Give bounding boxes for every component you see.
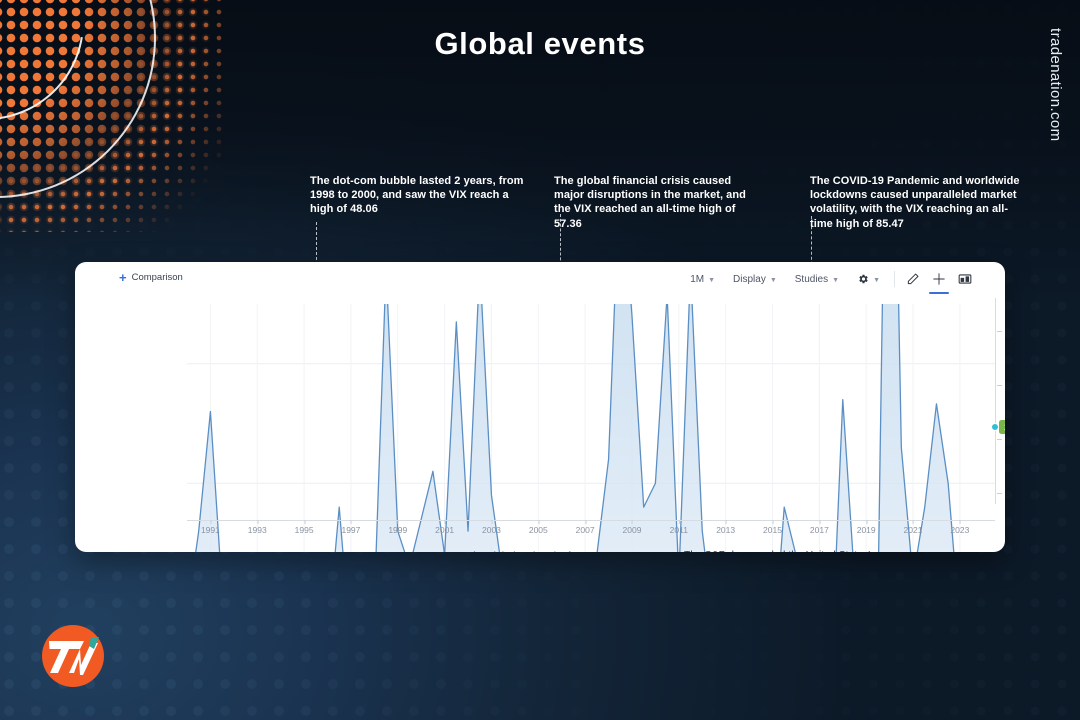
draw-tool-button[interactable]	[900, 268, 926, 290]
tradenation-logo	[36, 619, 110, 693]
x-axis-tick: 2005	[528, 520, 548, 535]
crosshair-tool-button[interactable]	[926, 268, 952, 294]
leader-line-dotcom	[316, 222, 317, 270]
annotation-dotcom: The dot-com bubble lasted 2 years, from …	[310, 175, 524, 216]
annotation-gfc: The global financial crisis caused major…	[554, 175, 746, 230]
annotation-sp-downgrade: The S&P downgraded the United States' cr…	[684, 549, 884, 552]
interval-label: 1M	[690, 273, 705, 285]
studies-selector[interactable]: Studies ▼	[786, 272, 848, 287]
x-axis-tick: 1991	[200, 520, 220, 535]
x-axis-tick: 2021	[903, 520, 923, 535]
annotation-sars: The global outbreak of SARS significantl…	[467, 550, 632, 552]
chevron-down-icon: ▼	[769, 276, 777, 284]
halftone-decoration	[0, 0, 228, 232]
x-axis-tick: 2003	[481, 520, 501, 535]
interval-selector[interactable]: 1M ▼	[681, 272, 724, 287]
leader-line-covid	[811, 216, 812, 270]
current-price-tag: 22.23	[999, 419, 1005, 435]
y-axis-labels: 10.0020.0030.0040.00	[995, 304, 1005, 520]
chart-toolbar: + Comparison 1M ▼ Display ▼ Studies ▼ ▼	[75, 262, 1005, 294]
logo-letter-n	[69, 643, 98, 675]
chart-layout-icon	[958, 274, 972, 284]
studies-label: Studies	[794, 273, 829, 285]
leader-line-gfc	[560, 214, 561, 270]
chevron-down-icon: ▼	[873, 276, 880, 284]
toolbar-divider	[894, 271, 895, 287]
pencil-icon	[907, 273, 919, 285]
chevron-down-icon: ▼	[832, 276, 840, 284]
x-axis-tick: 2023	[950, 520, 970, 535]
x-axis-tick: 2015	[763, 520, 782, 535]
current-price-marker	[991, 422, 999, 431]
brand-watermark: tradenation.com	[1047, 28, 1064, 142]
halftone-dots	[0, 0, 228, 232]
y-axis-line	[995, 298, 996, 504]
logo-letter-t	[49, 641, 84, 673]
comparison-button[interactable]: + Comparison	[119, 271, 183, 284]
settings-button[interactable]: ▼	[848, 271, 889, 287]
display-label: Display	[733, 273, 766, 285]
logo-circle	[42, 625, 104, 687]
halftone-dots-sparse	[0, 0, 228, 232]
x-axis-tick: 2001	[435, 520, 455, 535]
x-axis-tick: 2011	[669, 520, 688, 535]
chart-card: + Comparison 1M ▼ Display ▼ Studies ▼ ▼	[75, 262, 1005, 552]
x-axis-tick: 1993	[247, 520, 267, 535]
x-axis-tick: 1997	[341, 520, 361, 535]
x-axis-tick: 2013	[716, 520, 736, 535]
x-axis-tick: 1999	[388, 520, 408, 535]
annotation-covid: The COVID-19 Pandemic and worldwide lock…	[810, 175, 1020, 230]
comparison-label: Comparison	[131, 272, 183, 283]
x-axis-line	[187, 520, 995, 521]
crosshair-icon	[933, 273, 945, 285]
plus-icon: +	[119, 270, 127, 285]
logo-svg	[42, 625, 104, 687]
x-axis-tick: 2009	[622, 520, 642, 535]
logo-accent	[89, 637, 99, 649]
page-title: Global events	[434, 26, 646, 61]
x-axis-tick: 2007	[575, 520, 595, 535]
chevron-down-icon: ▼	[708, 276, 716, 284]
x-axis-tick: 2019	[856, 520, 876, 535]
chart-plot-area	[187, 304, 995, 552]
x-axis-tick: 1995	[294, 520, 314, 535]
x-axis-tick: 2017	[809, 520, 829, 535]
gear-icon	[859, 274, 868, 284]
vix-area-chart	[187, 304, 995, 552]
display-selector[interactable]: Display ▼	[724, 272, 786, 287]
chart-tool-group: 1M ▼ Display ▼ Studies ▼ ▼	[681, 268, 978, 294]
layout-tool-button[interactable]	[952, 268, 978, 290]
